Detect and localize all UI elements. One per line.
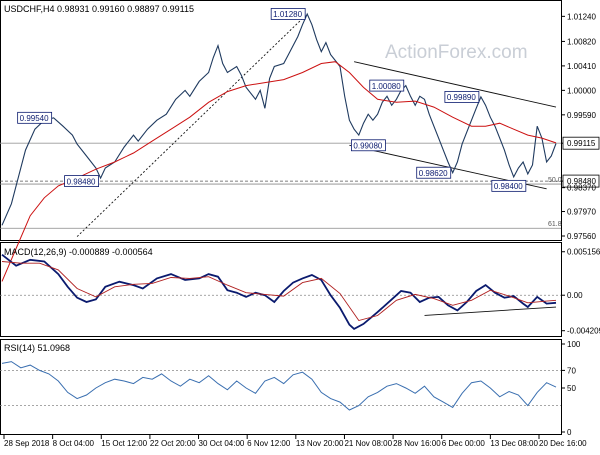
price-annotation-label: 0.98400 [494,182,523,191]
rsi-panel-frame [0,339,562,435]
price-annotation-box [416,166,452,179]
current-price-box [562,136,600,150]
rsi-title: RSI(14) 51.0968 [4,343,70,353]
rsi-ytick-label: 50 [567,384,576,393]
xtick-label: 30 Oct 04:00 [199,439,245,448]
price-annotation-label: 1.00080 [372,82,401,91]
price-ytick-label: 0.99115 [567,139,596,148]
xtick-label: 28 Sep 2018 [4,439,50,448]
price-annotation-label: 0.99080 [353,141,382,150]
macd-ytick-label: 0.00 [567,291,583,300]
price-ytick-label: 0.98480 [567,177,596,186]
price-ytick-label: 1.00000 [567,86,596,95]
macd-trendline [424,306,557,316]
price-annotation-box [351,139,386,152]
price-ytick-label: 1.01240 [567,12,596,21]
xtick-label: 22 Oct 20:00 [150,439,196,448]
price-ytick-label: 0.97970 [567,208,596,217]
price-annotation-label: 1.01280 [273,10,302,19]
xtick-label: 6 Dec 00:00 [442,439,486,448]
xtick-label: 15 Oct 12:00 [101,439,147,448]
price-ytick-label: 0.99590 [567,111,596,120]
price-trendline [354,61,557,108]
price-annotation-box [369,79,405,92]
fib-level-label: 50.0 [548,177,562,184]
watermark: ActionForex.com [385,42,528,63]
macd-panel-frame [0,242,562,337]
price-title: USDCHF,H4 0.98931 0.99160 0.98897 0.9911… [4,4,194,14]
price-annotation-box [444,91,480,103]
xtick-label: 8 Oct 04:00 [53,439,95,448]
price-annotation-box [491,179,527,192]
macd-line [1,253,557,330]
macd-ytick-label: -0.004209 [567,327,600,336]
price-series-line [1,12,557,226]
level-price-box [562,174,600,188]
macd-ytick-label: 0.005156 [567,248,600,257]
xtick-label: 13 Nov 20:00 [296,439,344,448]
price-annotation-label: 0.98620 [419,169,448,178]
rsi-line [1,361,557,411]
price-ytick-label: 0.97560 [567,232,596,241]
price-ytick-label: 1.00820 [567,37,596,46]
rsi-ytick-label: 100 [567,340,581,349]
price-annotation-label: 0.98480 [67,177,96,186]
xtick-label: 13 Dec 08:00 [490,439,538,448]
price-ytick-label: 0.98370 [567,184,596,193]
fib-level-label: 61.8 [548,221,562,228]
moving-average-line [1,61,557,282]
xtick-label: 6 Nov 12:00 [247,439,291,448]
xtick-label: 28 Nov 16:00 [393,439,441,448]
macd-signal-line [1,261,557,322]
xtick-label: 20 Dec 16:00 [539,439,587,448]
price-annotation-box [64,175,99,187]
price-annotation-label: 0.99890 [447,93,476,102]
price-annotation-box [17,111,53,124]
price-annotation-box [270,8,306,20]
price-panel-frame [0,0,562,241]
macd-title: MACD(12,26,9) -0.000889 -0.000564 [4,247,153,257]
xtick-label: 21 Nov 08:00 [344,439,392,448]
rsi-ytick-label: 70 [567,366,576,375]
rsi-ytick-label: 0 [567,428,572,437]
price-ytick-label: 1.00410 [567,62,596,71]
price-trendline [76,13,308,237]
price-annotation-label: 0.99540 [20,114,49,123]
